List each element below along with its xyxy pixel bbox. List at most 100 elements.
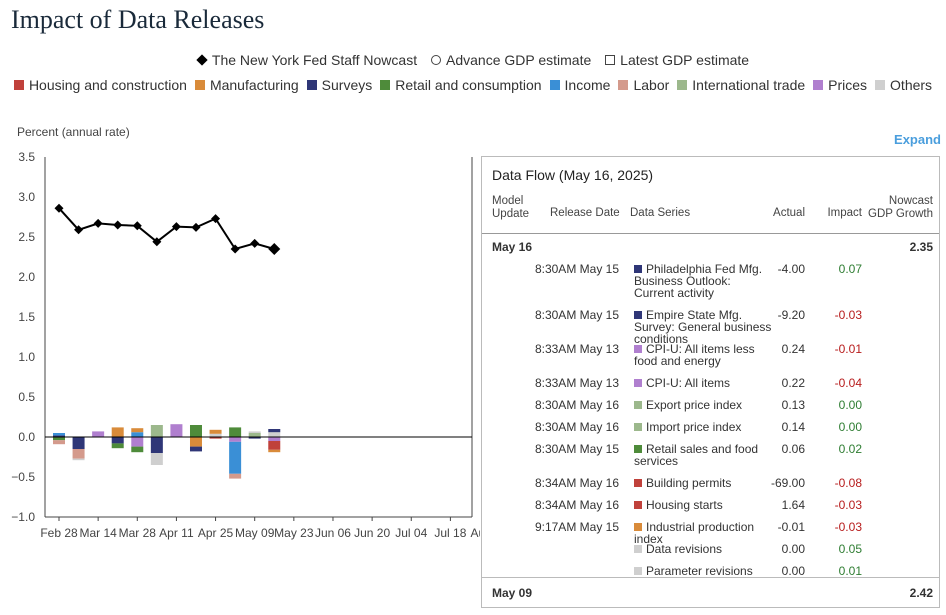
series-swatch (634, 500, 642, 509)
impact-bar (268, 432, 281, 437)
impact-bar (248, 433, 261, 437)
impact-bar (131, 437, 144, 447)
nowcast-point (74, 225, 84, 235)
update-date: May 09 (492, 586, 533, 600)
series-swatch (634, 378, 642, 387)
update-growth: 2.42 (909, 586, 933, 600)
actual-value: -69.00 (770, 476, 805, 490)
series-label: Industrial production index (634, 520, 755, 546)
update-growth: 2.35 (909, 240, 933, 254)
impact-bar (268, 441, 281, 450)
impact-bar (268, 429, 281, 433)
release-date: 8:30AM May 15 (534, 262, 619, 276)
y-axis-title: Percent (annual rate) (17, 125, 130, 139)
nowcast-point (132, 221, 142, 231)
x-tick-label: Jul 18 (434, 526, 466, 540)
release-date: 9:17AM May 15 (534, 520, 619, 534)
release-date: 8:30AM May 15 (534, 308, 619, 322)
impact-bar (111, 427, 124, 437)
legend-swatch (380, 80, 391, 91)
data-flow-panel: Data Flow (May 16, 2025) Model Update Re… (481, 156, 940, 608)
legend-swatch (194, 80, 205, 91)
legend-label: Others (890, 77, 933, 93)
legend-swatch (875, 80, 886, 91)
legend-category[interactable]: Manufacturing (194, 77, 299, 93)
series-label: Building permits (646, 476, 732, 490)
circle-icon (431, 55, 441, 66)
nowcast-point (113, 220, 123, 230)
legend-label: Advance GDP estimate (446, 52, 592, 68)
impact-bar (189, 425, 202, 437)
y-tick-label: 0.5 (18, 390, 35, 404)
impact-value: 0.01 (838, 564, 862, 578)
legend-label: Housing and construction (28, 77, 187, 93)
actual-value: -0.01 (777, 520, 805, 534)
impact-bar (229, 427, 242, 437)
impact-bar (268, 449, 281, 453)
expand-link[interactable]: Expand (894, 132, 941, 147)
release-date: 8:33AM May 13 (534, 342, 619, 356)
legend-nowcast[interactable]: The New York Fed Staff Nowcast (196, 52, 418, 68)
impact-bar (111, 443, 124, 449)
data-series: Export price index (634, 399, 774, 411)
impact-bar (131, 446, 144, 453)
series-swatch (634, 310, 642, 319)
panel-title: Data Flow (May 16, 2025) (492, 167, 654, 183)
data-series: CPI-U: All items less food and energy (634, 343, 774, 367)
actual-value: 1.64 (781, 498, 805, 512)
actual-value: -9.20 (777, 308, 805, 322)
impact-bar (229, 437, 242, 442)
impact-chart: Percent (annual rate) 3.5 3.0 2.5 2.0 1.5 1.0 0… (11, 125, 480, 540)
legend-label: Retail and consumption (395, 77, 542, 93)
y-tick-label: 2.0 (18, 270, 35, 284)
impact-value: 0.07 (838, 262, 862, 276)
legend-label: Latest GDP estimate (620, 52, 750, 68)
legend-category[interactable]: International trade (677, 77, 805, 93)
nowcast-point (93, 218, 103, 228)
nowcast-point (268, 243, 281, 255)
impact-bar (72, 437, 85, 449)
x-tick-label: Apr 11 (159, 526, 194, 540)
y-tick-label: 1.5 (18, 310, 35, 324)
legend-label: Surveys (321, 77, 373, 93)
series-label: CPI-U: All items less food and energy (634, 342, 755, 368)
release-date: 8:33AM May 13 (534, 376, 619, 390)
impact-bar (53, 435, 65, 437)
legend-category[interactable]: Income (549, 77, 611, 93)
impact-bar (229, 473, 242, 479)
y-tick-label: 2.5 (18, 230, 35, 244)
data-series: Philadelphia Fed Mfg. Business Outlook: … (634, 263, 774, 299)
legend-category[interactable]: Housing and construction (13, 77, 187, 93)
data-series: Housing starts (634, 499, 774, 511)
legend-label: The New York Fed Staff Nowcast (211, 52, 418, 68)
y-tick-label: 1.0 (18, 350, 35, 364)
nowcast-line (58, 207, 275, 251)
y-tick-label: 0.0 (18, 430, 35, 444)
data-series: Parameter revisions (634, 565, 774, 577)
legend-latest-gdp[interactable]: Latest GDP estimate (605, 52, 749, 68)
legend-category[interactable]: Surveys (306, 77, 373, 93)
legend-category[interactable]: Labor (618, 77, 669, 93)
legend-label: International trade (692, 77, 806, 93)
legend-swatch (549, 80, 560, 91)
impact-value: -0.08 (834, 476, 862, 490)
legend-advance-gdp[interactable]: Advance GDP estimate (431, 52, 591, 68)
nowcast-point (171, 222, 181, 232)
legend-swatch (677, 80, 688, 91)
row-divider (482, 577, 939, 578)
x-tick-label: Jun 06 (315, 526, 351, 540)
x-tick-label: May 23 (274, 526, 314, 540)
legend-label: Income (564, 77, 611, 93)
x-tick-label: Feb 28 (40, 526, 78, 540)
actual-value: 0.00 (781, 564, 805, 578)
impact-bar (209, 429, 222, 434)
impact-bar (268, 437, 281, 441)
impact-bar (209, 433, 222, 437)
legend-category[interactable]: Retail and consumption (380, 77, 542, 93)
impact-bar (229, 441, 242, 474)
square-icon (605, 55, 616, 66)
legend-category[interactable]: Prices (813, 77, 867, 93)
x-tick-label: Jul 04 (395, 526, 427, 540)
legend-category[interactable]: Others (875, 77, 932, 93)
x-tick-label: Apr 25 (198, 526, 234, 540)
